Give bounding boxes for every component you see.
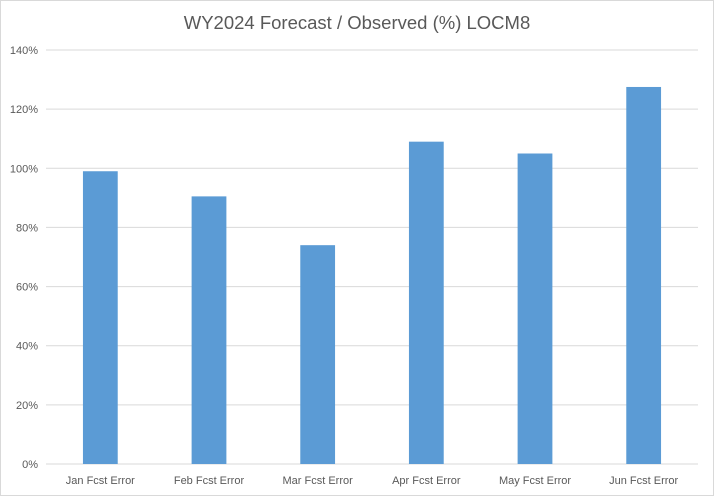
y-tick-label: 140% — [10, 45, 38, 57]
y-tick-label: 20% — [16, 400, 38, 412]
bar-2 — [191, 196, 227, 464]
y-tick-label: 40% — [16, 341, 38, 353]
bar-1 — [82, 171, 118, 464]
gridlines — [46, 49, 698, 465]
bar-5 — [517, 153, 553, 464]
bar-6 — [626, 86, 662, 464]
y-tick-label: 60% — [16, 282, 38, 294]
x-category-label: Jan Fcst Error — [66, 475, 135, 487]
bar-3 — [300, 245, 336, 464]
y-tick-label: 100% — [10, 163, 38, 175]
x-category-label: Apr Fcst Error — [392, 475, 461, 487]
x-category-label: Mar Fcst Error — [283, 475, 354, 487]
chart-title: WY2024 Forecast / Observed (%) LOCM8 — [184, 12, 530, 33]
x-category-label: Feb Fcst Error — [174, 475, 245, 487]
y-tick-label: 0% — [22, 459, 38, 471]
x-axis-categories: Jan Fcst Error Feb Fcst Error Mar Fcst Err… — [66, 475, 679, 487]
y-axis-ticks: 0% 20% 40% 60% 80% 100% 120% 140% — [10, 45, 38, 471]
bar-4 — [408, 141, 444, 464]
x-category-label: Jun Fcst Error — [609, 475, 678, 487]
bars — [82, 86, 662, 464]
y-tick-label: 120% — [10, 104, 38, 116]
x-category-label: May Fcst Error — [499, 475, 571, 487]
y-tick-label: 80% — [16, 222, 38, 234]
